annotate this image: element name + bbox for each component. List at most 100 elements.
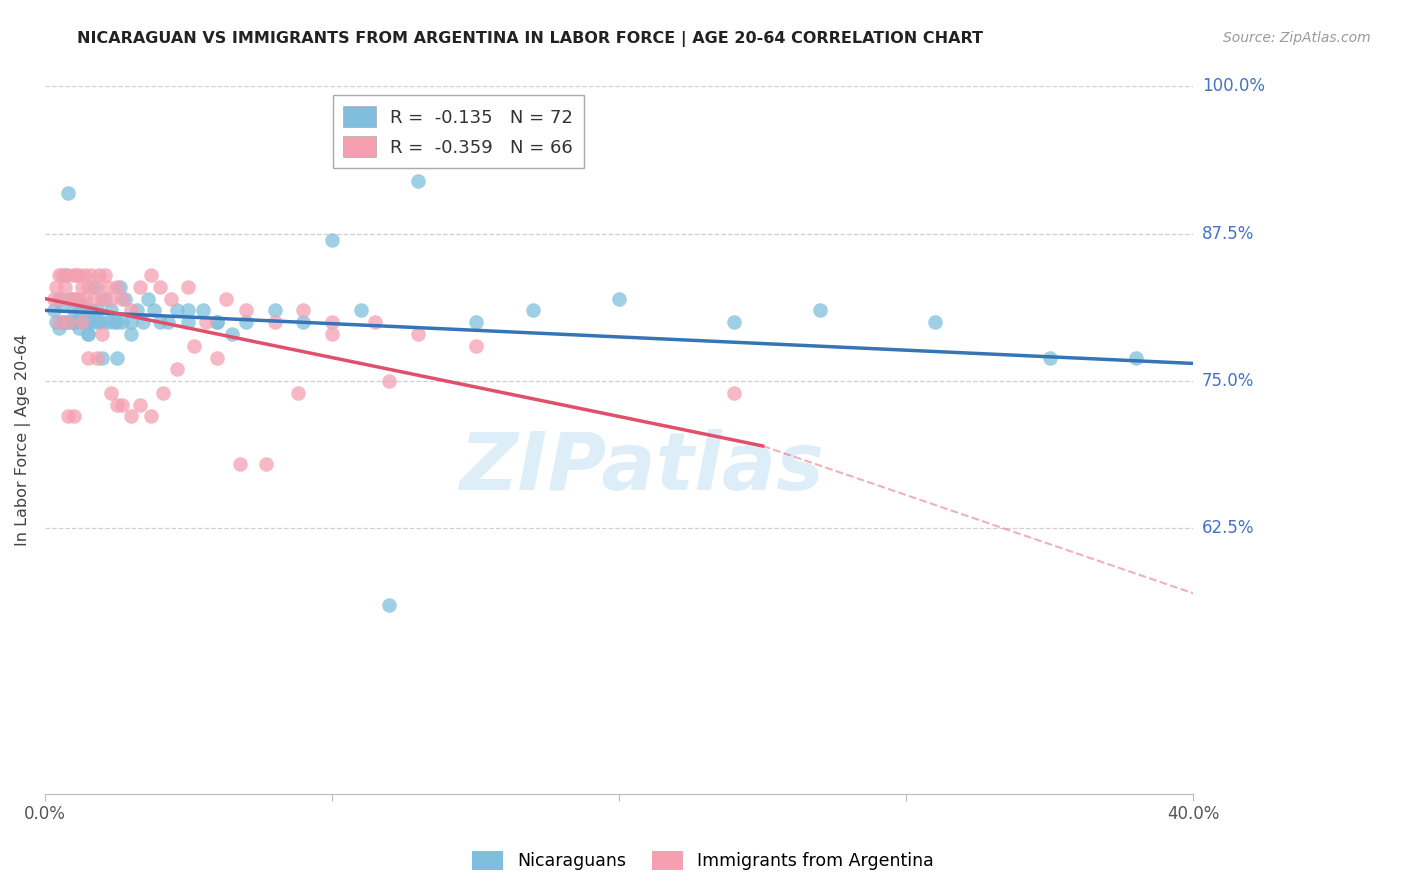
Point <box>205 315 228 329</box>
Point <box>321 315 343 329</box>
Point <box>808 303 831 318</box>
Point <box>292 315 315 329</box>
Point <box>406 326 429 341</box>
Point <box>191 303 214 318</box>
Point <box>125 303 148 318</box>
Point <box>149 280 172 294</box>
Point <box>157 315 180 329</box>
Point <box>70 297 93 311</box>
Point <box>59 292 82 306</box>
Point <box>607 292 630 306</box>
Text: 100.0%: 100.0% <box>1202 78 1265 95</box>
Point <box>65 292 87 306</box>
Point <box>67 292 90 306</box>
Point <box>723 385 745 400</box>
Point <box>924 315 946 329</box>
Point <box>105 315 128 329</box>
Point <box>108 280 131 294</box>
Point <box>350 303 373 318</box>
Point <box>103 315 125 329</box>
Point <box>364 315 387 329</box>
Point <box>53 268 76 282</box>
Point <box>120 409 142 424</box>
Point <box>406 174 429 188</box>
Point <box>89 315 111 329</box>
Y-axis label: In Labor Force | Age 20-64: In Labor Force | Age 20-64 <box>15 334 31 546</box>
Point <box>77 280 100 294</box>
Point <box>321 233 343 247</box>
Point <box>229 457 252 471</box>
Point <box>80 268 103 282</box>
Point <box>86 315 108 329</box>
Point <box>91 292 114 306</box>
Point <box>235 303 257 318</box>
Point <box>160 292 183 306</box>
Point <box>111 292 134 306</box>
Point <box>221 326 243 341</box>
Point <box>378 598 401 612</box>
Point <box>59 292 82 306</box>
Point <box>522 303 544 318</box>
Point <box>111 398 134 412</box>
Point <box>77 326 100 341</box>
Point <box>62 315 84 329</box>
Point <box>62 409 84 424</box>
Point <box>152 385 174 400</box>
Point <box>139 409 162 424</box>
Point <box>177 303 200 318</box>
Point <box>53 280 76 294</box>
Point <box>59 315 82 329</box>
Point <box>1039 351 1062 365</box>
Point <box>80 315 103 329</box>
Text: 62.5%: 62.5% <box>1202 519 1254 538</box>
Point <box>67 321 90 335</box>
Point <box>42 292 65 306</box>
Point <box>62 292 84 306</box>
Point <box>51 297 73 311</box>
Point <box>464 339 486 353</box>
Point <box>75 303 97 318</box>
Point <box>91 315 114 329</box>
Point <box>86 303 108 318</box>
Point <box>1125 351 1147 365</box>
Point <box>97 315 120 329</box>
Text: 75.0%: 75.0% <box>1202 372 1254 390</box>
Point <box>149 315 172 329</box>
Point <box>723 315 745 329</box>
Text: 87.5%: 87.5% <box>1202 225 1254 243</box>
Point <box>131 315 153 329</box>
Point <box>128 280 150 294</box>
Point <box>139 268 162 282</box>
Point <box>48 315 70 329</box>
Point <box>120 303 142 318</box>
Point <box>120 315 142 329</box>
Point <box>77 315 100 329</box>
Point <box>51 268 73 282</box>
Point <box>177 280 200 294</box>
Point <box>53 315 76 329</box>
Point <box>205 315 228 329</box>
Point <box>56 186 79 200</box>
Point <box>100 385 122 400</box>
Point <box>287 385 309 400</box>
Point <box>215 292 238 306</box>
Point <box>94 292 117 306</box>
Legend: Nicaraguans, Immigrants from Argentina: Nicaraguans, Immigrants from Argentina <box>464 842 942 879</box>
Point <box>321 326 343 341</box>
Point <box>56 268 79 282</box>
Point <box>70 315 93 329</box>
Text: NICARAGUAN VS IMMIGRANTS FROM ARGENTINA IN LABOR FORCE | AGE 20-64 CORRELATION C: NICARAGUAN VS IMMIGRANTS FROM ARGENTINA … <box>77 31 983 47</box>
Point <box>42 303 65 318</box>
Point <box>75 315 97 329</box>
Point <box>111 315 134 329</box>
Point <box>48 268 70 282</box>
Point <box>128 398 150 412</box>
Point <box>56 315 79 329</box>
Point <box>62 303 84 318</box>
Point <box>143 303 166 318</box>
Point <box>183 339 205 353</box>
Point <box>254 457 277 471</box>
Point <box>166 362 188 376</box>
Point <box>89 268 111 282</box>
Point <box>100 303 122 318</box>
